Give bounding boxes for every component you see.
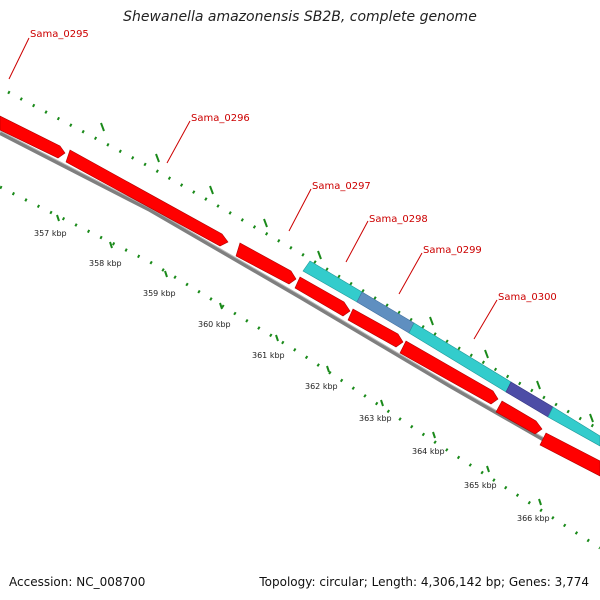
scale-tick-357 bbox=[56, 214, 60, 222]
gene-label-sama-0299[interactable]: Sama_0299 bbox=[423, 245, 482, 256]
gene-arrow-sama-0299[interactable] bbox=[347, 308, 404, 348]
inner-tick-ring bbox=[0, 185, 600, 550]
accession-text: Accession: NC_008700 bbox=[9, 575, 146, 589]
gene-arrow-sama-0295[interactable] bbox=[0, 115, 66, 159]
map-title: Shewanella amazonensis SB2B, complete ge… bbox=[123, 9, 477, 25]
gene-arrow-sama-0298[interactable] bbox=[294, 276, 351, 317]
scale-label-362: 362 kbp bbox=[305, 382, 338, 391]
leader-line-sama-0297 bbox=[288, 188, 312, 232]
outer-tick-1 bbox=[100, 122, 105, 132]
gene-arrow-extra-1[interactable] bbox=[495, 400, 543, 435]
outer-tick-6 bbox=[429, 316, 434, 326]
gene-arrow-sama-0300[interactable] bbox=[399, 340, 499, 405]
scale-tick-362 bbox=[326, 365, 330, 373]
outer-tick-4 bbox=[263, 218, 268, 228]
genome-summary-text: Topology: circular; Length: 4,306,142 bp… bbox=[259, 575, 589, 589]
scale-label-360: 360 kbp bbox=[198, 320, 231, 329]
rna-band-segment-5[interactable] bbox=[547, 406, 600, 447]
gene-label-sama-0295[interactable]: Sama_0295 bbox=[30, 29, 89, 40]
scale-tick-366 bbox=[538, 498, 542, 506]
scale-label-359: 359 kbp bbox=[143, 289, 176, 298]
scale-tick-364 bbox=[432, 431, 436, 439]
scale-label-363: 363 kbp bbox=[359, 414, 392, 423]
leader-line-sama-0298 bbox=[345, 220, 369, 263]
gene-arrow-sama-0296[interactable] bbox=[65, 149, 229, 247]
scale-label-365: 365 kbp bbox=[464, 481, 497, 490]
scale-tick-365 bbox=[486, 465, 490, 473]
scale-tick-358 bbox=[109, 241, 113, 249]
gene-label-sama-0297[interactable]: Sama_0297 bbox=[312, 181, 371, 192]
leader-line-sama-0295 bbox=[8, 37, 30, 80]
leader-line-sama-0299 bbox=[398, 252, 423, 295]
scale-tick-359 bbox=[164, 270, 168, 278]
outer-tick-9 bbox=[589, 413, 594, 423]
scale-tick-363 bbox=[380, 399, 384, 407]
gene-arrow-extra-2[interactable] bbox=[539, 432, 600, 477]
scale-label-366: 366 kbp bbox=[517, 514, 550, 523]
gene-label-sama-0300[interactable]: Sama_0300 bbox=[498, 292, 557, 303]
scale-label-357: 357 kbp bbox=[34, 229, 67, 238]
scale-label-364: 364 kbp bbox=[412, 447, 445, 456]
gene-arrow-sama-0297[interactable] bbox=[235, 242, 297, 285]
leader-line-sama-0296 bbox=[166, 120, 191, 164]
gene-label-sama-0298[interactable]: Sama_0298 bbox=[369, 214, 428, 225]
outer-tick-2 bbox=[155, 153, 160, 163]
scale-label-358: 358 kbp bbox=[89, 259, 122, 268]
leader-line-sama-0300 bbox=[473, 299, 498, 340]
gene-label-sama-0296[interactable]: Sama_0296 bbox=[191, 113, 250, 124]
outer-tick-7 bbox=[484, 349, 489, 359]
backbone-line bbox=[0, 131, 600, 474]
outer-tick-8 bbox=[536, 380, 541, 390]
outer-tick-5 bbox=[317, 250, 322, 260]
scale-tick-361 bbox=[275, 334, 279, 342]
outer-tick-3 bbox=[209, 185, 214, 195]
scale-tick-360 bbox=[219, 302, 223, 310]
scale-label-361: 361 kbp bbox=[252, 351, 285, 360]
